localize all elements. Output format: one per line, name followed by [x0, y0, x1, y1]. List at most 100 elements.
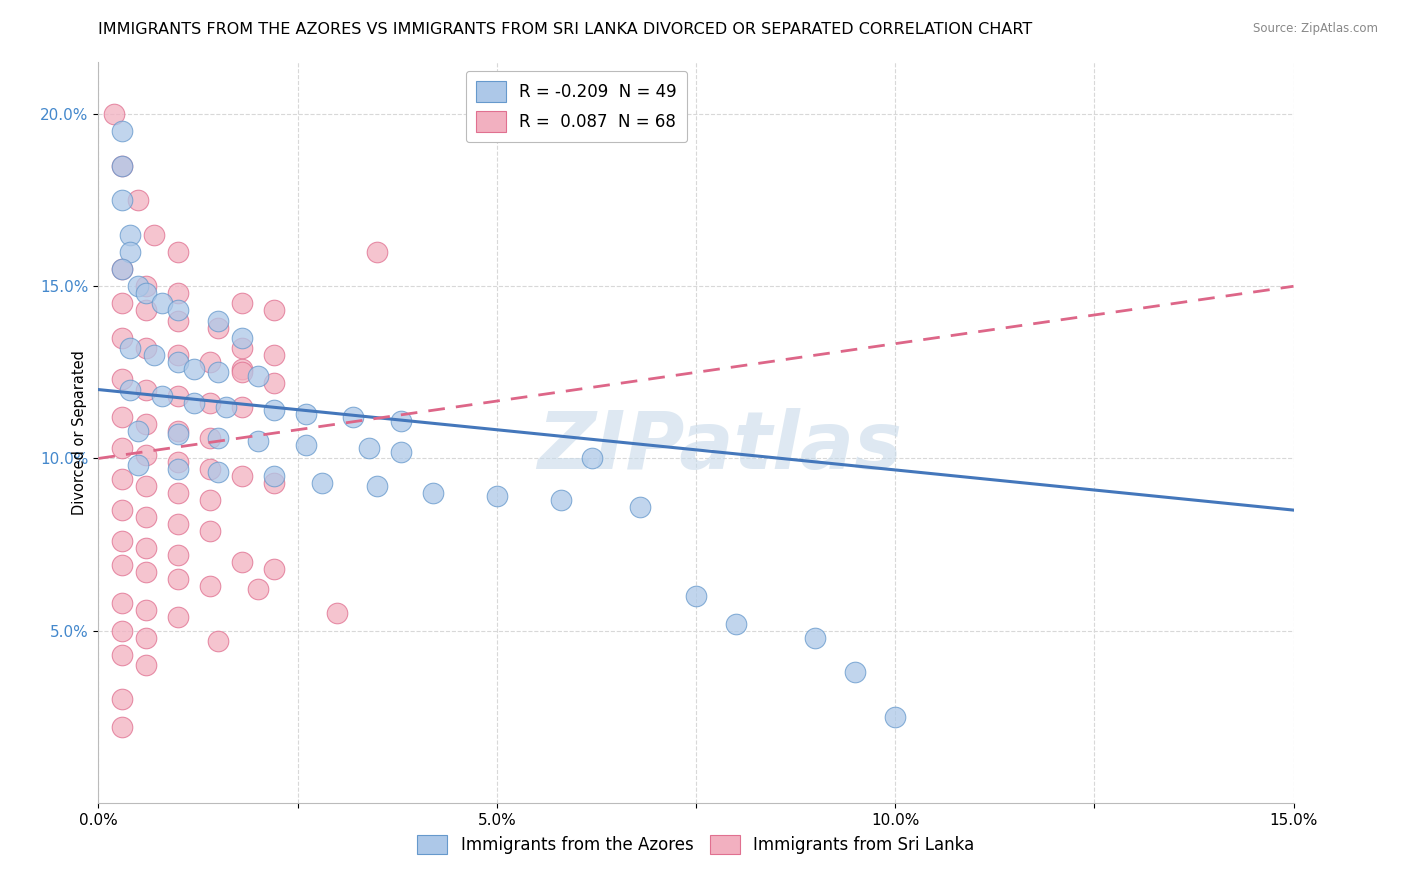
- Point: [389, 444, 412, 458]
- Point: [198, 431, 221, 445]
- Point: [207, 634, 229, 648]
- Text: Source: ZipAtlas.com: Source: ZipAtlas.com: [1253, 22, 1378, 36]
- Point: [111, 262, 134, 277]
- Point: [167, 389, 190, 403]
- Point: [120, 244, 142, 259]
- Point: [135, 541, 157, 555]
- Point: [422, 486, 444, 500]
- Point: [167, 572, 190, 586]
- Point: [120, 227, 142, 242]
- Point: [127, 193, 149, 207]
- Point: [246, 582, 269, 597]
- Point: [183, 396, 205, 410]
- Point: [294, 438, 316, 452]
- Point: [342, 410, 364, 425]
- Point: [198, 355, 221, 369]
- Point: [231, 555, 253, 569]
- Point: [167, 424, 190, 438]
- Point: [135, 286, 157, 301]
- Point: [167, 516, 190, 531]
- Point: [111, 558, 134, 573]
- Point: [366, 479, 388, 493]
- Point: [724, 616, 747, 631]
- Text: ZIPatlas: ZIPatlas: [537, 409, 903, 486]
- Point: [628, 500, 651, 514]
- Point: [231, 400, 253, 414]
- Point: [246, 434, 269, 449]
- Point: [167, 355, 190, 369]
- Point: [215, 400, 238, 414]
- Point: [127, 424, 149, 438]
- Point: [143, 348, 166, 362]
- Point: [167, 610, 190, 624]
- Point: [135, 448, 157, 462]
- Point: [135, 565, 157, 579]
- Point: [135, 383, 157, 397]
- Point: [485, 489, 508, 503]
- Point: [207, 314, 229, 328]
- Point: [111, 596, 134, 610]
- Point: [111, 534, 134, 549]
- Point: [111, 441, 134, 455]
- Point: [389, 413, 412, 427]
- Point: [231, 331, 253, 345]
- Point: [167, 244, 190, 259]
- Point: [111, 692, 134, 706]
- Point: [263, 475, 285, 490]
- Point: [581, 451, 603, 466]
- Point: [231, 468, 253, 483]
- Point: [135, 303, 157, 318]
- Point: [111, 720, 134, 734]
- Point: [111, 624, 134, 638]
- Point: [167, 427, 190, 442]
- Point: [246, 368, 269, 383]
- Point: [167, 455, 190, 469]
- Point: [127, 279, 149, 293]
- Point: [111, 159, 134, 173]
- Point: [231, 341, 253, 355]
- Point: [207, 320, 229, 334]
- Point: [198, 524, 221, 538]
- Point: [135, 510, 157, 524]
- Point: [231, 296, 253, 310]
- Point: [111, 193, 134, 207]
- Point: [207, 431, 229, 445]
- Point: [167, 303, 190, 318]
- Point: [143, 227, 166, 242]
- Point: [135, 341, 157, 355]
- Point: [111, 331, 134, 345]
- Point: [207, 365, 229, 379]
- Point: [127, 458, 149, 473]
- Point: [167, 286, 190, 301]
- Legend: Immigrants from the Azores, Immigrants from Sri Lanka: Immigrants from the Azores, Immigrants f…: [411, 829, 981, 861]
- Point: [804, 631, 827, 645]
- Point: [550, 492, 572, 507]
- Point: [135, 603, 157, 617]
- Point: [150, 296, 173, 310]
- Point: [231, 365, 253, 379]
- Point: [111, 296, 134, 310]
- Point: [198, 462, 221, 476]
- Point: [167, 462, 190, 476]
- Point: [263, 348, 285, 362]
- Point: [207, 465, 229, 479]
- Point: [183, 362, 205, 376]
- Point: [844, 665, 866, 679]
- Point: [884, 709, 907, 723]
- Point: [167, 348, 190, 362]
- Point: [111, 372, 134, 386]
- Point: [111, 159, 134, 173]
- Point: [263, 403, 285, 417]
- Point: [263, 303, 285, 318]
- Point: [135, 417, 157, 431]
- Point: [111, 648, 134, 662]
- Point: [111, 472, 134, 486]
- Point: [311, 475, 333, 490]
- Y-axis label: Divorced or Separated: Divorced or Separated: [72, 351, 87, 515]
- Point: [685, 589, 707, 603]
- Point: [198, 579, 221, 593]
- Point: [294, 407, 316, 421]
- Point: [263, 468, 285, 483]
- Point: [366, 244, 388, 259]
- Point: [111, 262, 134, 277]
